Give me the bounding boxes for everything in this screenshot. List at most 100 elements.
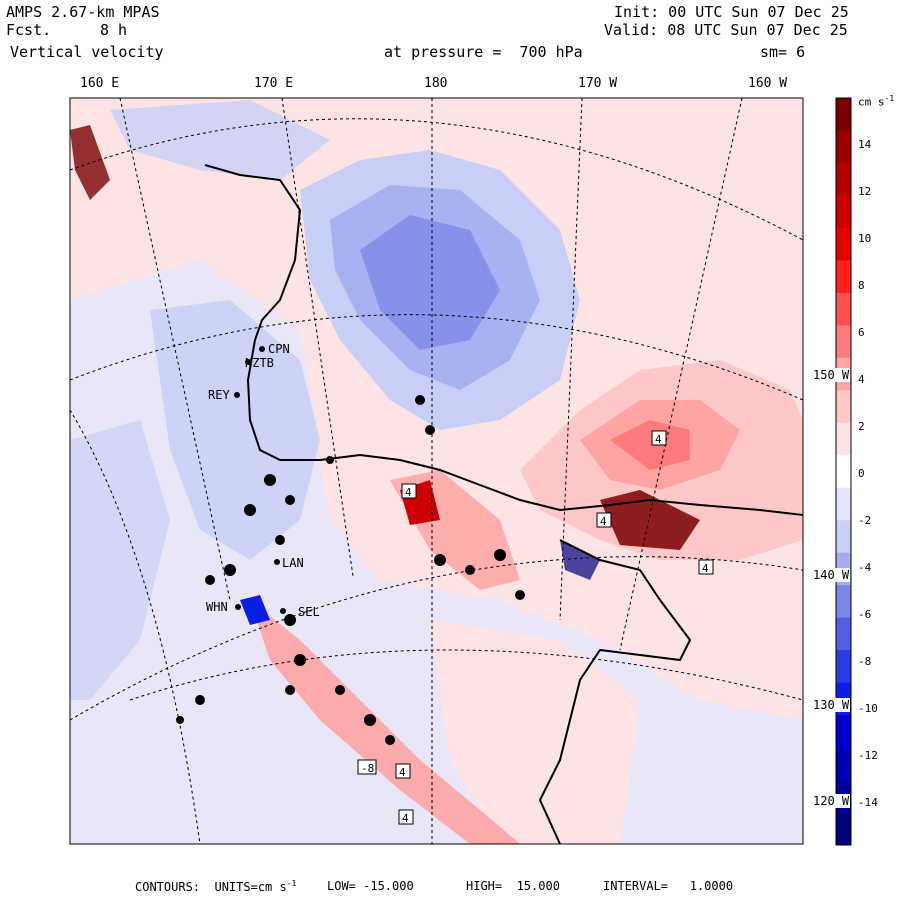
- station-cpn: CPN: [268, 342, 290, 356]
- colorbar-swatch: [836, 260, 851, 294]
- colorbar-units-exponent: -1: [884, 94, 895, 103]
- extremum-box: [401, 483, 417, 499]
- colorbar-tick-label: 12: [858, 185, 872, 198]
- colorbar-swatch: [836, 98, 851, 131]
- extremum-label: 4: [399, 766, 406, 779]
- blue-coastal-strip: [150, 300, 320, 560]
- forecast-hour: 8 h: [100, 21, 128, 39]
- extremum-label: 4: [702, 562, 709, 575]
- extremum-label: 4: [405, 486, 412, 499]
- graticule: [70, 98, 803, 844]
- dark-band-whn: [240, 595, 270, 625]
- extremum-box: [698, 559, 714, 575]
- colorbar-tick-label: 6: [858, 326, 865, 339]
- colorbar-tick-label: 14: [858, 138, 872, 151]
- colorbar-frame: [835, 97, 852, 846]
- red-region-core: [610, 420, 690, 470]
- extremum-box: [651, 430, 667, 446]
- colorbar-tick-label: 10: [858, 232, 872, 245]
- lon-label-180: 180: [424, 76, 448, 91]
- colorbar-tick-label: -10: [858, 702, 878, 715]
- colorbar-swatch: [836, 130, 851, 164]
- colorbar-swatch: [836, 292, 851, 326]
- lat-label-120w: 120 W: [812, 794, 851, 808]
- smoothing-value: sm= 6: [760, 43, 806, 61]
- colorbar-tick-label: -6: [858, 608, 872, 621]
- dark-band-east: [600, 490, 700, 550]
- station-dots: [234, 346, 286, 614]
- lon-label-160e: 160 E: [80, 76, 120, 91]
- lon-label-170e: 170 E: [254, 76, 294, 91]
- valid-time: Valid: 08 UTC Sun 07 Dec 25: [604, 21, 848, 39]
- footer-contours: CONTOURS: UNITS=cm s-1: [135, 879, 296, 894]
- colorbar-units-text: cm s: [858, 95, 885, 109]
- colorbar-swatch: [836, 325, 851, 359]
- field-name: Vertical velocity: [10, 43, 164, 61]
- colorbar: [836, 98, 851, 846]
- colorbar-swatch: [836, 422, 851, 456]
- colorbar-tick-label: -12: [858, 749, 878, 762]
- ice-shelf-pink: [430, 620, 640, 844]
- colorbar-swatch: [836, 487, 851, 521]
- colorbar-tick-label: 0: [858, 467, 865, 480]
- lon-label-170w: 170 W: [578, 76, 618, 91]
- station-rey: REY: [208, 388, 230, 402]
- footer-contours-text: CONTOURS: UNITS=cm s: [135, 880, 287, 894]
- station-sel: SEL: [298, 605, 320, 619]
- footer-low: LOW= -15.000: [327, 879, 414, 893]
- extremum-box: [596, 512, 612, 528]
- colorbar-tick-label: -4: [858, 561, 872, 574]
- lon-label-160w: 160 W: [748, 76, 788, 91]
- colorbar-swatch: [836, 747, 851, 781]
- ice-shelf-edge: [538, 539, 692, 844]
- dark-band-blue: [560, 540, 600, 580]
- pressure-level: at pressure = 700 hPa: [384, 43, 583, 61]
- colorbar-swatch: [836, 520, 851, 554]
- colorbar-swatch: [836, 650, 851, 684]
- extremum-label: 4: [655, 433, 662, 446]
- colorbar-swatch: [836, 617, 851, 651]
- forecast-label: Fcst.: [6, 21, 52, 39]
- colorbar-tick-label: 2: [858, 420, 865, 433]
- footer-units-exponent: -1: [286, 879, 297, 888]
- lat-label-130w: 130 W: [812, 698, 851, 712]
- colorbar-swatch: [836, 715, 851, 749]
- colorbar-swatch: [836, 585, 851, 619]
- colorbar-units: cm s-1: [858, 94, 894, 109]
- red-strip-transantarctic: [250, 600, 520, 844]
- coastline: [204, 164, 803, 516]
- colorbar-swatch: [836, 812, 851, 846]
- colorbar-swatch: [836, 195, 851, 229]
- colorbar-swatch: [836, 227, 851, 261]
- init-time: Init: 00 UTC Sun 07 Dec 25: [614, 3, 849, 21]
- colorbar-tick-label: 8: [858, 279, 865, 292]
- colorbar-tick-label: 4: [858, 373, 865, 386]
- lat-label-140w: 140 W: [812, 568, 851, 582]
- station-whn: WHN: [206, 600, 228, 614]
- footer-interval: INTERVAL= 1.0000: [603, 879, 734, 893]
- colorbar-tick-label: -2: [858, 514, 872, 527]
- lat-label-150w: 150 W: [812, 368, 851, 382]
- extremum-label: 4: [402, 812, 409, 825]
- mountain-speckles: [176, 395, 525, 745]
- extremum-label: -8: [361, 762, 374, 775]
- extremum-box: [357, 759, 377, 775]
- model-title: AMPS 2.67-km MPAS: [6, 3, 160, 21]
- colorbar-swatch: [836, 455, 851, 489]
- station-nztb: NZTB: [245, 356, 274, 370]
- extremum-box: [395, 763, 411, 779]
- footer-high: HIGH= 15.000: [466, 879, 560, 893]
- colorbar-tick-label: -8: [858, 655, 872, 668]
- colorbar-swatch: [836, 162, 851, 196]
- dark-band-northwest: [70, 125, 110, 200]
- colorbar-tick-label: -14: [858, 796, 878, 809]
- extrema-markers: 4 4 4 4 -8 4 4: [357, 430, 714, 825]
- colorbar-swatch: [836, 390, 851, 424]
- blue-west-strip: [70, 420, 170, 700]
- map-frame: [69, 97, 804, 845]
- station-lan: LAN: [282, 556, 304, 570]
- extremum-label: 4: [600, 515, 607, 528]
- extremum-box: [398, 809, 414, 825]
- blue-band-top: [110, 100, 330, 180]
